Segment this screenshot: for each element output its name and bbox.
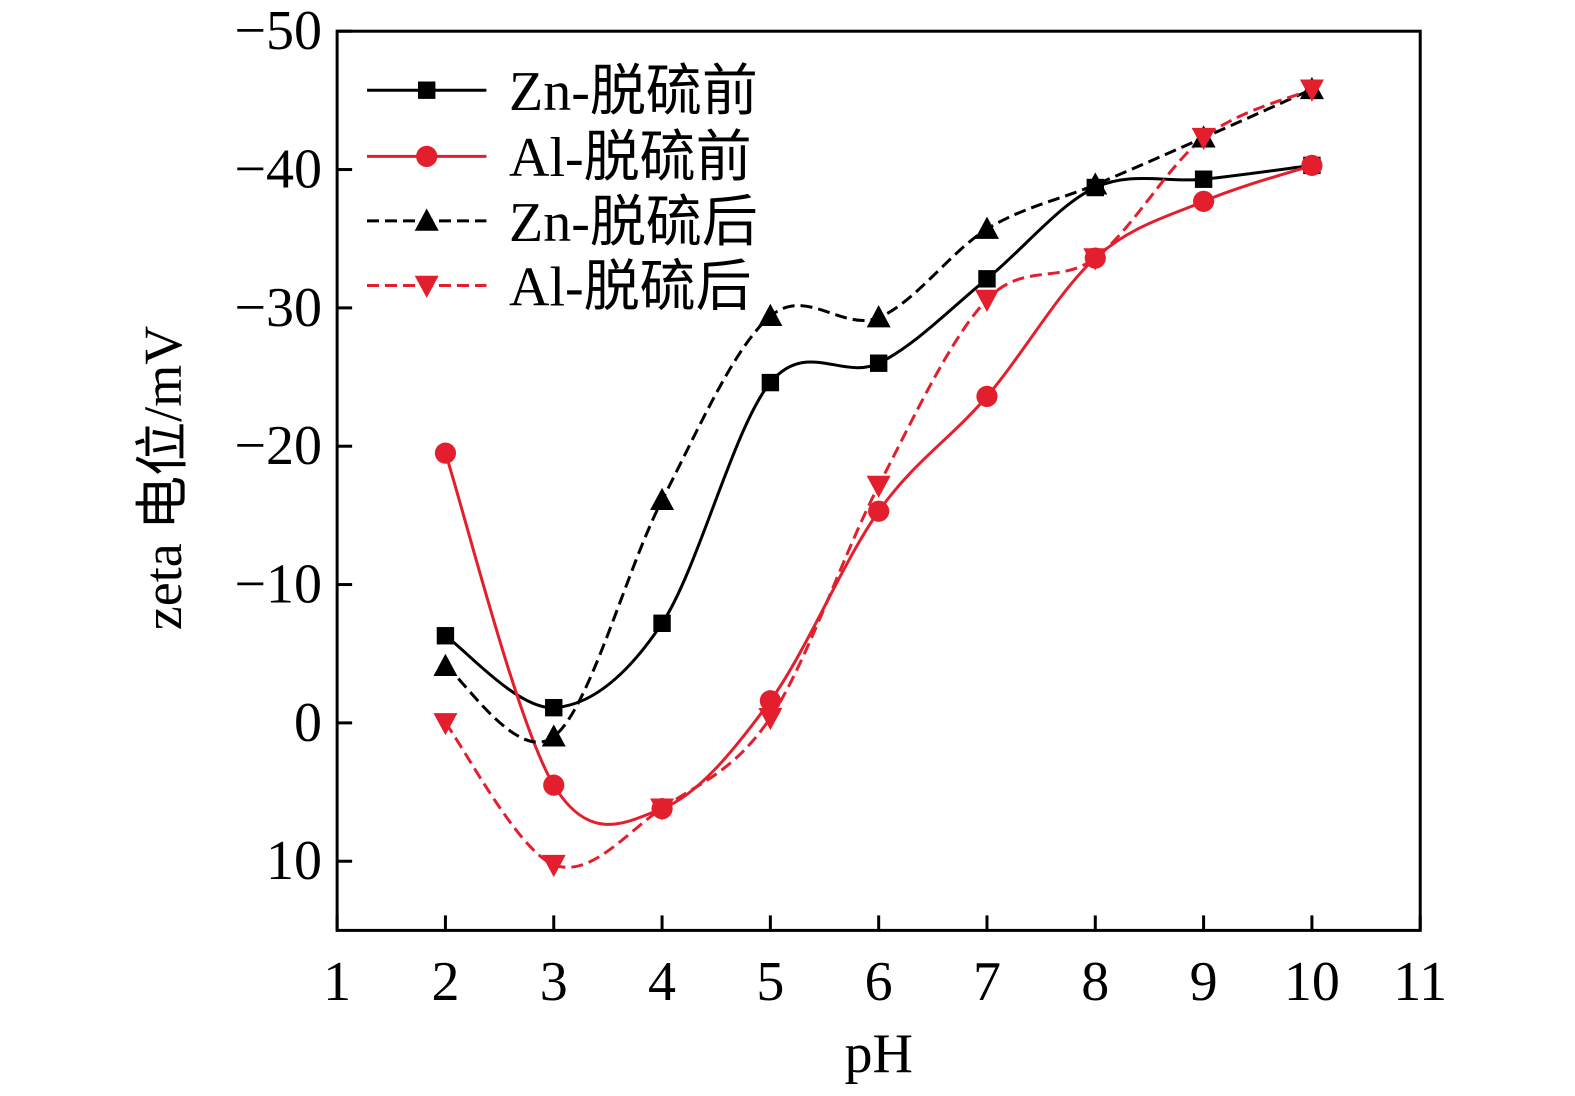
svg-text:−10: −10 <box>234 554 322 616</box>
svg-text:6: 6 <box>865 951 893 1013</box>
svg-text:zeta 电位/mV: zeta 电位/mV <box>133 326 193 630</box>
svg-text:10: 10 <box>1284 951 1340 1013</box>
svg-text:4: 4 <box>648 951 676 1013</box>
svg-text:Zn-脱硫前: Zn-脱硫前 <box>509 61 758 123</box>
svg-text:−50: −50 <box>234 0 322 62</box>
svg-text:Zn-脱硫后: Zn-脱硫后 <box>509 192 758 254</box>
svg-text:5: 5 <box>756 951 784 1013</box>
svg-text:3: 3 <box>540 951 568 1013</box>
svg-text:0: 0 <box>294 692 322 754</box>
svg-text:2: 2 <box>431 951 459 1013</box>
svg-text:−30: −30 <box>234 277 322 339</box>
svg-text:8: 8 <box>1081 951 1109 1013</box>
svg-text:9: 9 <box>1190 951 1218 1013</box>
svg-text:7: 7 <box>973 951 1001 1013</box>
svg-text:1: 1 <box>323 951 351 1013</box>
svg-text:−20: −20 <box>234 415 322 477</box>
svg-text:pH: pH <box>844 1023 912 1085</box>
svg-text:11: 11 <box>1393 951 1447 1013</box>
svg-text:Al-脱硫后: Al-脱硫后 <box>509 256 752 318</box>
svg-text:−40: −40 <box>234 139 322 201</box>
svg-text:Al-脱硫前: Al-脱硫前 <box>509 127 752 189</box>
svg-text:10: 10 <box>266 830 322 892</box>
